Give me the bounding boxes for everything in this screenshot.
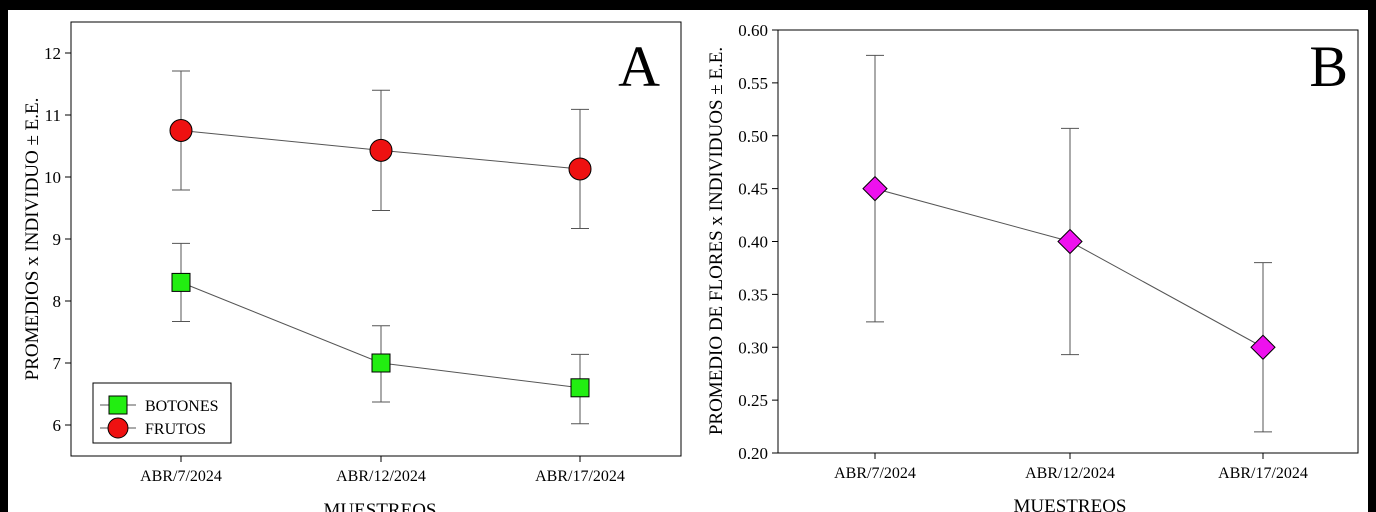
panel-a-series — [169, 70, 592, 425]
figure-background — [8, 10, 1368, 512]
panel-b-y-tick-label: 0.45 — [738, 180, 768, 199]
panel-a-x-tick-label: ABR/12/2024 — [336, 468, 426, 485]
panel-b-ticks: 0.20 0.25 0.30 0.35 0.40 0.45 0.50 0.55 0.60 ABR/… — [738, 21, 1308, 482]
legend-marker-frutos — [107, 417, 129, 439]
panel-b-x-tick-label: ABR/7/2024 — [834, 465, 916, 482]
panel-a-point — [369, 138, 393, 162]
panel-b-x-tick-label: ABR/12/2024 — [1025, 465, 1115, 482]
panel-b-y-tick-label: 0.25 — [738, 391, 768, 410]
panel-b: B PROMEDIO DE FLORES x INDIVIDUOS ± E.E.… — [706, 21, 1359, 512]
panel-a-y-tick-label: 8 — [53, 292, 62, 311]
panel-b-series — [862, 54, 1276, 433]
panel-b-y-tick-label: 0.35 — [738, 285, 768, 304]
panel-b-y-tick-label: 0.60 — [738, 21, 768, 40]
panel-a: A PROMEDIOS x INDIVIDUO ± E.E. MUESTREOS… — [22, 21, 682, 512]
legend-label-frutos: FRUTOS — [145, 421, 206, 438]
panel-a-point — [169, 119, 193, 142]
panel-b-letter: B — [1309, 34, 1348, 99]
panel-a-y-tick-label: 12 — [44, 44, 61, 63]
panel-b-x-axis-label: MUESTREOS — [1014, 496, 1127, 512]
panel-a-y-tick-label: 7 — [53, 354, 62, 373]
panel-b-point — [1250, 334, 1276, 360]
panel-b-y-tick-label: 0.20 — [738, 444, 768, 463]
panel-a-legend: BOTONES FRUTOS — [92, 382, 232, 444]
panel-b-y-tick-label: 0.55 — [738, 74, 768, 93]
panel-a-point — [171, 272, 191, 292]
panel-a-ticks: 6 7 8 9 10 11 12 ABR/7/2024 ABR/12/2024 ABR/17/20… — [44, 44, 625, 485]
panel-a-y-tick-label: 6 — [53, 416, 62, 435]
panel-a-point — [371, 353, 391, 373]
panel-a-y-axis-label: PROMEDIOS x INDIVIDUO ± E.E. — [22, 98, 43, 381]
panel-a-y-tick-label: 9 — [53, 230, 62, 249]
panel-a-y-tick-label: 11 — [45, 106, 61, 125]
panel-b-y-axis-label: PROMEDIO DE FLORES x INDIVIDUOS ± E.E. — [706, 47, 727, 435]
panel-b-y-tick-label: 0.50 — [738, 127, 768, 146]
panel-b-x-tick-label: ABR/17/2024 — [1218, 465, 1308, 482]
panel-a-x-tick-label: ABR/17/2024 — [535, 468, 625, 485]
panel-a-letter: A — [618, 34, 660, 99]
legend-marker-botones — [108, 395, 128, 415]
panel-b-y-tick-label: 0.40 — [738, 233, 768, 252]
panel-a-x-tick-label: ABR/7/2024 — [140, 468, 222, 485]
panel-a-point — [570, 378, 590, 398]
panel-a-y-tick-label: 10 — [44, 168, 61, 187]
legend-label-botones: BOTONES — [145, 398, 219, 415]
panel-a-point — [568, 157, 592, 181]
panel-b-point — [1057, 228, 1083, 255]
panel-a-x-axis-label: MUESTREOS — [324, 500, 437, 512]
panel-b-point — [862, 175, 888, 202]
panel-b-y-tick-label: 0.30 — [738, 338, 768, 357]
